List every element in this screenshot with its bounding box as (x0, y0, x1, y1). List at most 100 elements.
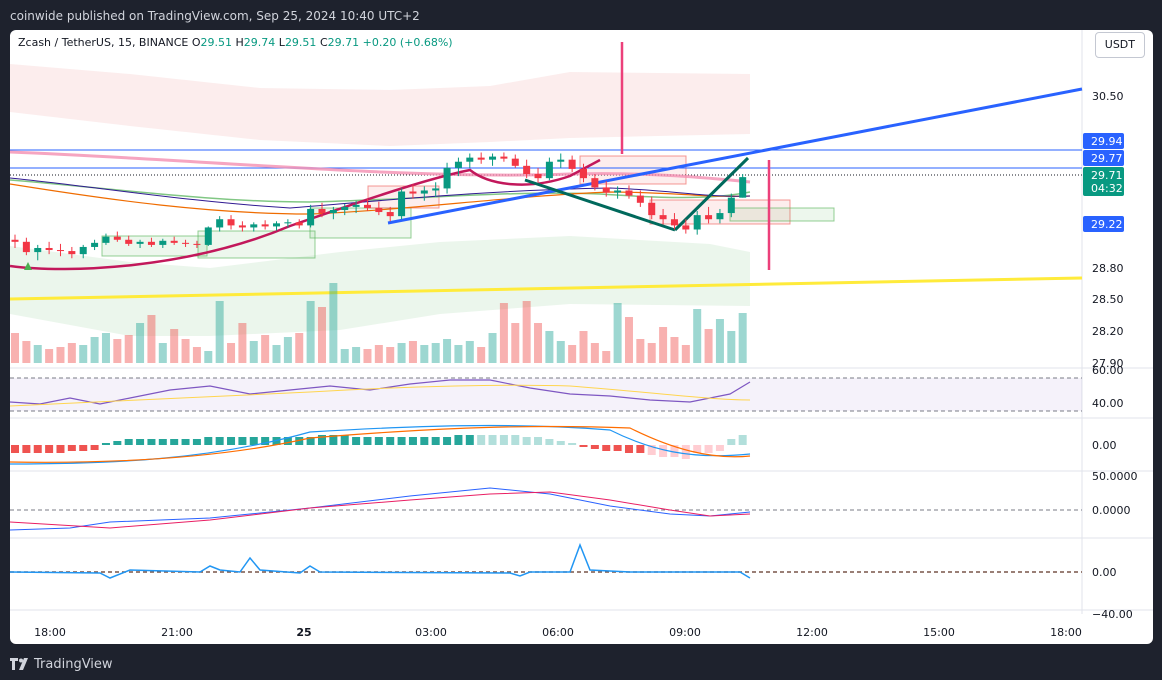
volume-bar (522, 301, 531, 363)
candle-body (477, 157, 485, 160)
rsi-tick-label: 60.00 (1092, 364, 1124, 377)
volume-bar (408, 341, 417, 363)
zone-rectangle (729, 207, 835, 222)
macd-histogram-bar (443, 437, 452, 445)
macd-histogram-bar (624, 445, 633, 453)
panel3-tick-label: 50.0000 (1092, 470, 1138, 483)
candle-body (625, 190, 633, 196)
low-value: 29.51 (284, 36, 317, 49)
price-tick-label: 27.90 (1092, 357, 1124, 370)
macd-histogram-bar (170, 439, 179, 445)
macd-histogram-bar (386, 437, 395, 445)
volume-bar (317, 307, 326, 363)
volume-bar (329, 283, 338, 363)
candle-body (295, 222, 303, 226)
change-value: +0.20 (+0.68%) (362, 36, 453, 49)
macd-histogram-bar (67, 445, 76, 451)
volume-bar (681, 345, 690, 363)
open-value: 29.51 (200, 36, 233, 49)
macd-histogram-bar (670, 445, 679, 457)
candle-body (466, 157, 474, 162)
volume-bar (556, 341, 565, 363)
candle-body (261, 224, 269, 227)
candle-body (318, 208, 326, 214)
symbol-title[interactable]: Zcash / TetherUS, 15, BINANCE (18, 36, 189, 49)
macd-histogram-bar (727, 439, 736, 445)
candle-body (727, 197, 735, 214)
candle-body (147, 241, 155, 245)
volume-bar (579, 331, 588, 363)
chart-area[interactable]: 30.50 28.80 28.50 28.20 27.90 29.94 29.77 29.71… (10, 30, 1153, 644)
candle-body (136, 241, 144, 244)
macd-histogram-bar (477, 435, 486, 445)
volume-bar (249, 341, 258, 363)
volume-bar (431, 343, 440, 363)
candle-body (591, 178, 599, 188)
footer: TradingView (10, 655, 113, 673)
time-tick-label: 18:00 (34, 626, 66, 639)
price-label-text: 29.22 (1091, 218, 1123, 231)
candle-body (34, 247, 42, 253)
volume-bar (45, 349, 54, 363)
macd-histogram-bar (33, 445, 42, 453)
candle-body (182, 242, 190, 244)
macd-histogram-bar (534, 437, 543, 445)
candle-body (273, 223, 281, 227)
publisher-text: coinwide published on TradingView.com, S… (10, 9, 420, 23)
volume-bar (624, 317, 633, 363)
volume-bar (374, 345, 383, 363)
macd-histogram-bar (249, 437, 258, 445)
volume-bar (499, 303, 508, 363)
volume-bar (704, 329, 713, 363)
volume-bar (11, 333, 19, 363)
volume-bar (465, 341, 474, 363)
candle-body (352, 204, 360, 207)
volume-bar (545, 331, 554, 363)
macd-histogram-bar (659, 445, 668, 457)
volume-bar (136, 323, 145, 363)
macd-histogram-bar (136, 439, 145, 445)
macd-histogram-bar (306, 437, 315, 445)
price-label-text: 29.71 (1091, 169, 1123, 182)
currency-button[interactable]: USDT (1094, 32, 1145, 58)
volume-bar (511, 323, 520, 363)
candle-body (648, 202, 656, 216)
price-tick-label: 30.50 (1092, 90, 1124, 103)
macd-histogram-bar (295, 437, 304, 445)
volume-bar (534, 323, 543, 363)
price-label-text: 29.77 (1091, 152, 1123, 165)
price-label-badge: 04:32 (1083, 180, 1124, 196)
chart-plot[interactable]: 30.50 28.80 28.50 28.20 27.90 29.94 29.77 29.71… (10, 30, 1153, 644)
panel3-line-b (10, 491, 751, 529)
volume-bar (67, 343, 76, 363)
price-label-bg (1083, 167, 1124, 183)
ma-orange-line (10, 183, 751, 215)
candle-body (79, 246, 87, 255)
macd-histogram-bar (568, 443, 577, 445)
candle-body (534, 174, 542, 179)
macd-histogram-bar (56, 445, 65, 453)
macd-histogram-bar (511, 435, 520, 445)
close-value: 29.71 (327, 36, 360, 49)
macd-histogram-bar (420, 437, 429, 445)
rsi-tick-label: 40.00 (1092, 397, 1124, 410)
candle-body (409, 191, 417, 194)
macd-histogram-bar (488, 435, 497, 445)
macd-histogram-bar (204, 437, 213, 445)
candle-body (238, 225, 246, 228)
candle-body (227, 219, 235, 226)
footer-brand: TradingView (34, 656, 113, 672)
candle-body (11, 239, 19, 242)
macd-histogram-bar (499, 435, 508, 445)
price-label-bg (1083, 150, 1124, 166)
candle-body (523, 165, 531, 175)
macd-histogram-bar (545, 439, 554, 445)
macd-histogram-bar (124, 439, 133, 445)
time-tick-label: 21:00 (161, 626, 193, 639)
macd-signal-line (10, 425, 751, 463)
candle-body (670, 219, 678, 226)
candle-body (193, 243, 201, 245)
macd-histogram-bar (181, 439, 190, 445)
volume-bar (147, 315, 156, 363)
candle-body (102, 236, 110, 243)
